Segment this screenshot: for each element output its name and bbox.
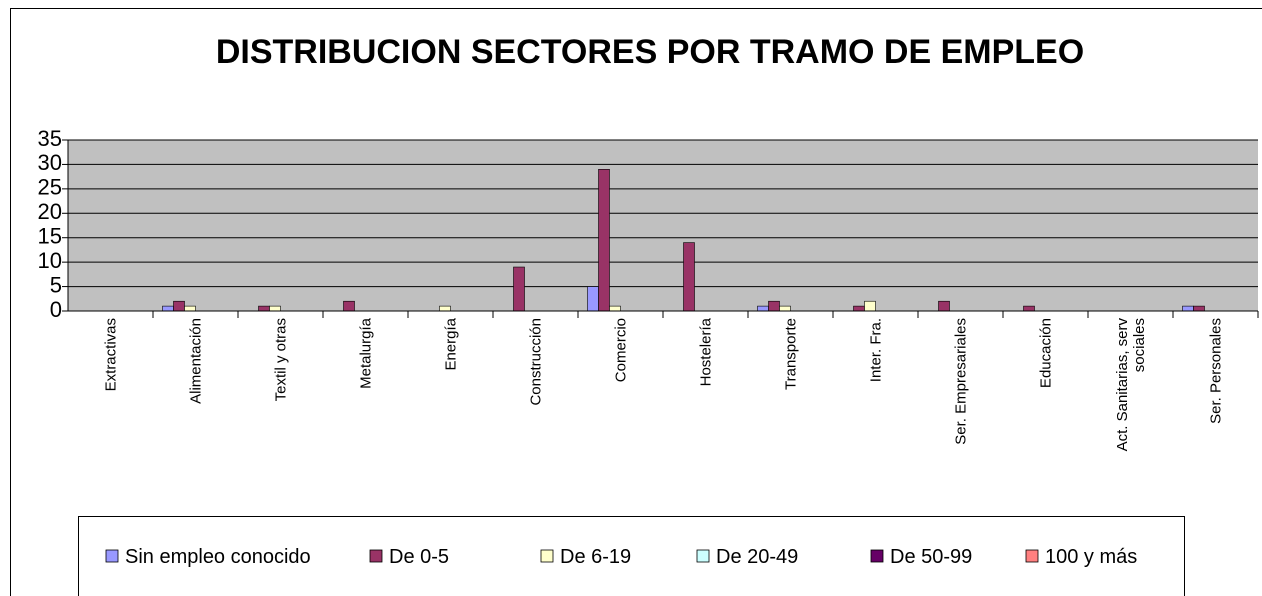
x-tick-label: Transporte xyxy=(782,318,799,390)
legend-label: De 20-49 xyxy=(716,546,799,568)
legend-box xyxy=(78,516,1185,596)
bar xyxy=(1182,305,1194,312)
bar xyxy=(587,286,599,312)
y-tick-label: 25 xyxy=(38,175,62,200)
x-tick-label: Metalurgía xyxy=(357,318,374,389)
bar xyxy=(439,305,451,312)
legend-swatch xyxy=(105,549,119,563)
x-tick-label: Alimentación xyxy=(187,318,204,404)
x-tick-label: Ser. Empresariales xyxy=(952,318,969,445)
bar xyxy=(184,305,196,312)
bar xyxy=(853,305,865,312)
y-tick-label: 30 xyxy=(38,150,62,175)
bar xyxy=(779,305,791,312)
bar xyxy=(162,305,174,312)
bar xyxy=(513,266,525,312)
bar xyxy=(598,169,610,312)
bar xyxy=(938,300,950,312)
x-tick-label: Comercio xyxy=(612,318,629,383)
bar xyxy=(269,305,281,312)
bar xyxy=(1023,305,1035,312)
bar xyxy=(1193,305,1205,312)
y-tick-label: 35 xyxy=(38,126,62,151)
x-tick-label: Construcción xyxy=(527,318,544,406)
x-tick-label: Textil y otras xyxy=(272,318,289,402)
bar xyxy=(258,305,270,312)
bar xyxy=(768,300,780,312)
bar xyxy=(757,305,769,312)
bar xyxy=(343,300,355,312)
y-tick-label: 10 xyxy=(38,248,62,273)
legend-label: De 50-99 xyxy=(890,546,973,568)
x-tick-label: Inter. Fra. xyxy=(867,318,884,383)
y-tick-label: 20 xyxy=(38,199,62,224)
x-tick-label: Extractivas xyxy=(102,318,119,392)
legend-swatch xyxy=(1025,549,1039,563)
x-tick-label: Educación xyxy=(1037,318,1054,389)
legend-label: De 0-5 xyxy=(389,546,450,568)
bar xyxy=(683,242,695,312)
bar xyxy=(173,300,185,312)
x-tick-label: Hostelería xyxy=(697,318,714,387)
chart-title: DISTRIBUCION SECTORES POR TRAMO DE EMPLE… xyxy=(216,33,1084,71)
legend-label: 100 y más xyxy=(1045,546,1138,568)
bar xyxy=(864,300,876,312)
plot-area xyxy=(68,140,1258,311)
legend-label: Sin empleo conocido xyxy=(125,546,311,568)
legend-swatch xyxy=(870,549,884,563)
x-tick-label: Energía xyxy=(442,318,459,371)
x-tick-label: Ser. Personales xyxy=(1207,318,1224,424)
legend-swatch xyxy=(540,549,554,563)
legend-swatch xyxy=(696,549,710,563)
legend-swatch xyxy=(369,549,383,563)
bar xyxy=(609,305,621,312)
legend-label: De 6-19 xyxy=(560,546,632,568)
x-tick-label: Act. Sanitarias, serv sociales xyxy=(1113,318,1148,452)
y-tick-label: 15 xyxy=(38,224,62,249)
y-tick-label: 0 xyxy=(50,297,62,322)
y-tick-label: 5 xyxy=(50,272,62,297)
